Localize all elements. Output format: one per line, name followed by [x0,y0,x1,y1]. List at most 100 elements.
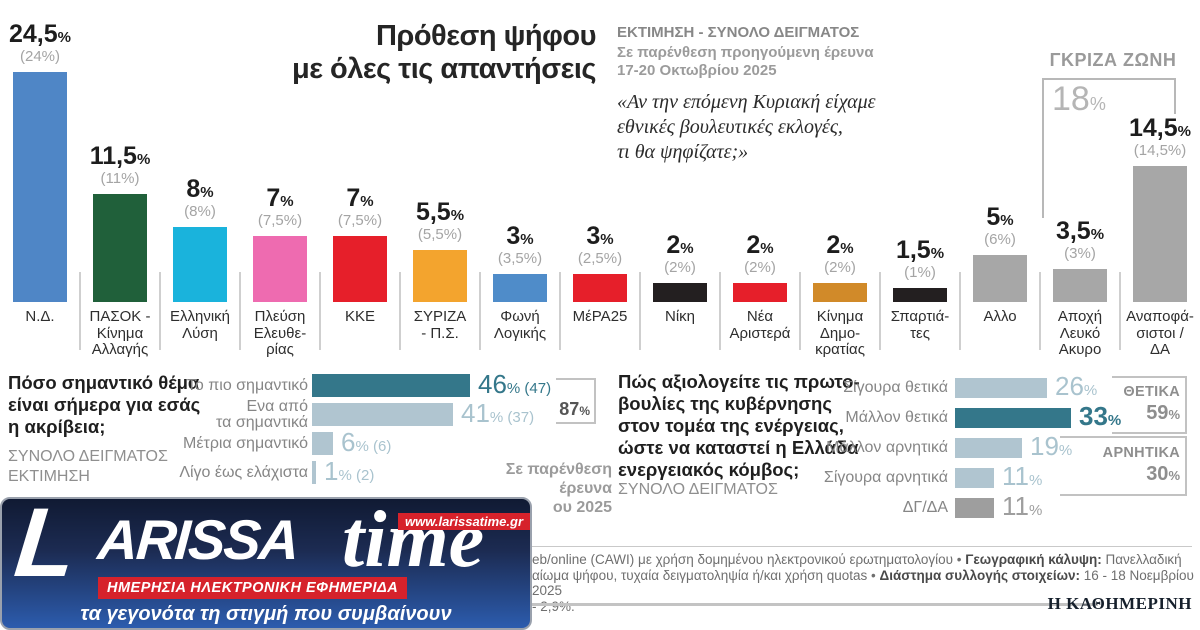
party-name-label: Αλλο [983,308,1017,325]
party-column: 14,5% (14,5%) Αναποφά- σιστοι / ΔΑ [1120,0,1200,362]
party-column: 5,5% (5,5%) ΣΥΡΙΖΑ - Π.Σ. [400,0,480,362]
methodology-bold-segment: Διάστημα συλλογής στοιχείων: [879,567,1080,583]
party-previous-label: (7,5%) [257,212,303,229]
party-name-label: Ελληνική Λύση [169,308,231,342]
logo-tagline: τα γεγονότα τη στιγμή που συμβαίνουν [80,603,452,625]
logo-website-url: www.larissatime.gr [398,513,530,530]
value-number: 1,5 [895,236,931,264]
party-column: 2% (2%) Νέα Αριστερά [720,0,800,362]
party-previous-label: (1%) [904,264,936,281]
party-previous-label: (11%) [100,170,140,187]
party-bar [893,288,947,302]
energy-row-label: Μάλλον θετικά [845,408,948,426]
percent-sign: % [760,240,774,257]
column-separator [719,272,721,350]
larissatime-logo: L ARISSA time www.larissatime.gr ΗΜΕΡΗΣΙ… [0,497,532,630]
party-bar [333,236,387,302]
party-column: 3,5% (3%) Αποχή Λευκό Ακυρο [1040,0,1120,362]
party-name-label: ΠΑΣΟΚ - Κίνημα Αλλαγής [89,308,151,358]
combined-87-value: 87% [559,399,590,419]
accuracy-row-value: 46% (47) [478,369,551,401]
positive-group-value: 59% [1146,402,1180,424]
percent-sign: % [840,240,854,257]
value-number: 1 [324,456,339,486]
party-previous-label: (6%) [984,231,1016,248]
methodology-segment: eb/online (CAWI) με χρήση δομημένου ηλεκ… [532,552,966,567]
accuracy-row-value: 1% (2) [324,456,374,488]
party-column: 2% (2%) Νίκη [640,0,720,362]
party-column: 11,5% (11%) ΠΑΣΟΚ - Κίνημα Αλλαγής [80,0,160,362]
value-number: 3 [586,222,601,250]
value-number: 11 [1002,461,1029,491]
percent-sign: % [600,231,614,248]
party-previous-label: (24%) [19,48,60,65]
party-previous-label: (3%) [1064,245,1096,262]
party-column: 24,5% (24%) Ν.Δ. [0,0,80,362]
percent-sign: % [360,193,374,210]
methodology-segment: Πανελλαδική [1101,552,1182,567]
percent-sign: % [1090,226,1105,243]
value-number: 2 [746,231,761,259]
party-column: 3% (3,5%) Φωνή Λογικής [480,0,560,362]
party-bar [93,194,147,302]
methodology-text: eb/online (CAWI) με χρήση δομημένου ηλεκ… [532,552,1194,614]
party-value-label: 5% [938,205,1062,233]
value-number: 41 [461,398,490,428]
methodology-segment: 16 - 18 Νοεμβρίου 2025 [532,567,1194,599]
column-separator [239,272,241,350]
percent-sign: % [338,467,352,484]
party-bar [653,283,707,302]
negative-group-bracket: ΑΡΝΗΤΙΚΑ 30% [1060,436,1187,496]
party-value-label: 14,5% [1098,116,1200,144]
percent-sign: % [506,380,521,397]
party-value-label: 1,5% [858,238,982,266]
value-number: 33 [1079,401,1108,431]
value-number: 26 [1055,371,1084,401]
estimate-label: ΕΚΤΙΜΗΣΗ - ΣΥΝΟΛΟ ΔΕΙΓΜΑΤΟΣ [617,24,860,41]
accuracy-row-label: Λίγο έως ελάχιστα [179,463,308,481]
value-number: 5,5 [415,198,451,226]
party-value-label: 5,5% [378,200,502,228]
party-name-label: Νίκη [664,308,695,325]
percent-sign: % [280,193,294,210]
estimate-note: Σε παρένθεση προηγούμενη έρευνα 17-20 Οκ… [617,44,874,79]
energy-sample-label: ΣΥΝΟΛΟ ΔΕΙΓΜΑΤΟΣ [618,481,778,498]
accuracy-row-label: Μέτρια σημαντικό [183,434,308,452]
methodology-segment: - 2,9%. [532,598,575,614]
accuracy-row-bar [312,432,333,455]
accuracy-row-value: 41% (37) [461,398,535,430]
party-bar [13,72,67,302]
party-name-label: Φωνή Λογικής [493,308,547,342]
party-name-label: Σπαρτιά- τες [890,308,950,342]
value-number: 14,5 [1128,114,1178,142]
kathimerini-brand: Η ΚΑΘΗΜΕΡΙΝΗ [1047,594,1192,613]
accuracy-sample-label: ΣΥΝΟΛΟ ΔΕΙΓΜΑΤΟΣ ΕΚΤΙΜΗΣΗ [8,448,168,485]
party-previous-label: (2,5%) [577,250,623,267]
accuracy-row-label: Το πιο σημαντικό [186,376,308,394]
energy-row-value: 33% [1079,401,1121,433]
party-value-label: 3% [538,224,662,252]
gray-zone-bracket-left [1042,78,1044,218]
previous-value: (37) [503,409,535,426]
party-column: 2% (2%) Κίνημα Δημο- κρατίας [800,0,880,362]
value-number: 2 [666,231,681,259]
party-name-label: Κίνημα Δημο- κρατίας [815,308,865,358]
column-separator [959,272,961,350]
energy-row-bar [955,438,1022,458]
party-previous-label: (5,5%) [417,226,463,243]
value-number: 46 [478,369,507,399]
percent-sign: % [1058,442,1073,459]
party-bar [413,250,467,302]
column-separator [479,272,481,350]
party-bar [573,274,627,302]
percent-sign: % [520,231,534,248]
party-name-label: ΣΥΡΙΖΑ - Π.Σ. [413,308,467,342]
column-separator [1039,272,1041,350]
column-separator [319,272,321,350]
footer-divider [532,546,1192,547]
page-title: Πρόθεση ψήφου με όλες τις απαντήσεις [291,20,597,85]
party-previous-label: (8%) [184,203,216,220]
gray-zone-bracket-right [1174,78,1176,114]
logo-subtitle-strip: ΗΜΕΡΗΣΙΑ ΗΛΕΚΤΡΟΝΙΚΗ ΕΦΗΜΕΡΙΔΑ [98,577,408,599]
